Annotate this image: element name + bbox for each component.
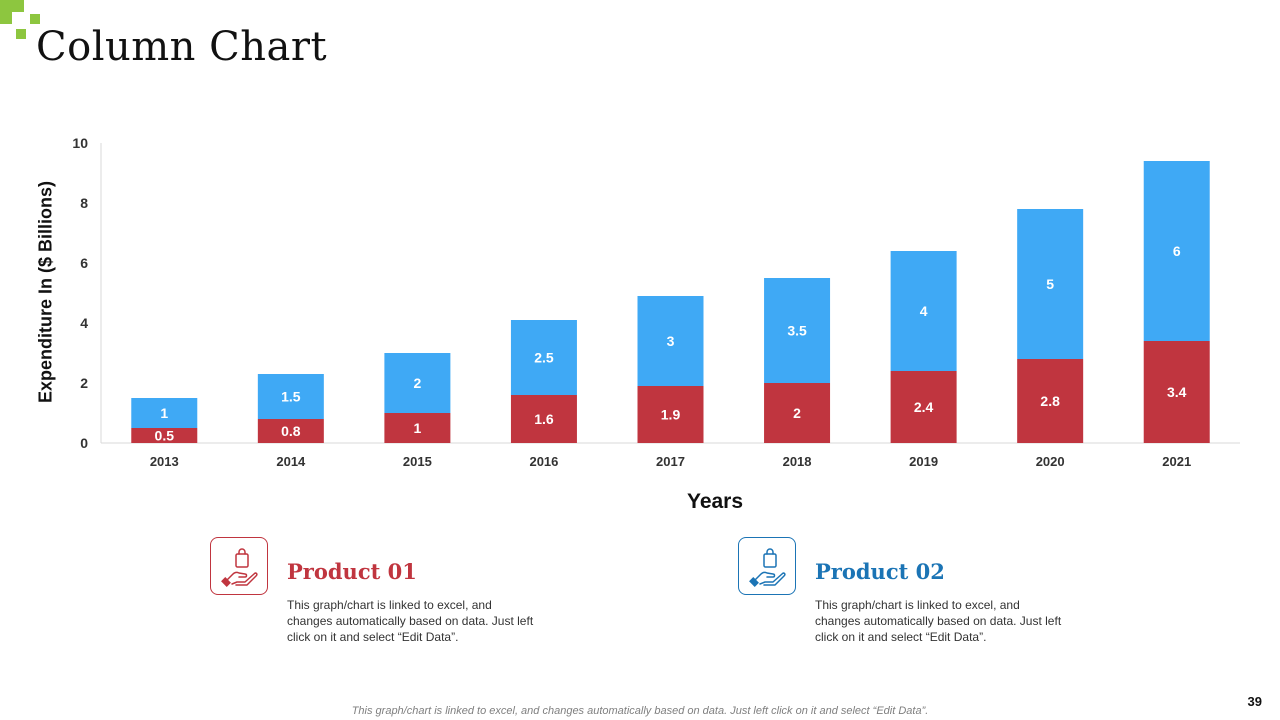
- y-tick-label: 8: [80, 195, 88, 211]
- hand-holding-bag-icon: [221, 548, 258, 587]
- bar-product02-2017: [637, 296, 704, 386]
- data-label: 6: [1173, 243, 1181, 259]
- bar-product02-2021: [1143, 161, 1210, 341]
- bar-product02-2020: [1017, 209, 1084, 359]
- logo-square-1: [0, 0, 24, 12]
- data-label: 3: [667, 333, 675, 349]
- logo-square-4: [16, 29, 26, 39]
- bar-product02-2018: [764, 278, 831, 383]
- bar-product02-2015: [384, 353, 451, 413]
- logo-square-3: [30, 14, 40, 24]
- data-label: 1.9: [661, 407, 681, 423]
- bar-product01-2020: [1017, 359, 1084, 443]
- bar-product01-2015: [384, 413, 451, 443]
- product-01-title: Product 01: [287, 559, 417, 584]
- x-tick-label: 2015: [403, 454, 432, 469]
- data-label: 1.6: [534, 411, 554, 427]
- bar-product02-2014: [257, 374, 324, 419]
- data-label: 1: [413, 420, 421, 436]
- data-label: 0.5: [155, 428, 175, 444]
- x-tick-label: 2021: [1162, 454, 1191, 469]
- data-label: 5: [1046, 276, 1054, 292]
- data-label: 3.5: [787, 323, 807, 339]
- data-label: 0.8: [281, 423, 301, 439]
- y-tick-label: 10: [72, 135, 88, 151]
- x-tick-label: 2018: [783, 454, 812, 469]
- bar-product01-2021: [1143, 341, 1210, 443]
- product-01-icon-box: [210, 537, 268, 595]
- data-label: 2: [413, 375, 421, 391]
- y-tick-label: 2: [80, 375, 88, 391]
- x-tick-label: 2020: [1036, 454, 1065, 469]
- y-axis-title: Expenditure In ($ Billions): [35, 180, 56, 404]
- page-number: 39: [1247, 694, 1262, 709]
- product-01-description: This graph/chart is linked to excel, and…: [287, 598, 534, 644]
- bar-product02-2016: [510, 320, 577, 395]
- data-label: 2.5: [534, 350, 554, 366]
- x-tick-label: 2019: [909, 454, 938, 469]
- data-label: 1: [160, 405, 168, 421]
- x-axis-title: Years: [686, 490, 744, 513]
- data-label: 2.8: [1040, 393, 1060, 409]
- y-tick-label: 6: [80, 255, 88, 271]
- logo-square-2: [0, 12, 12, 24]
- y-tick-label: 0: [80, 435, 88, 451]
- data-label: 2.4: [914, 399, 934, 415]
- x-tick-label: 2014: [276, 454, 306, 469]
- x-tick-label: 2016: [529, 454, 558, 469]
- bar-product02-2013: [131, 398, 198, 428]
- bar-product01-2014: [257, 419, 324, 443]
- x-tick-label: 2017: [656, 454, 685, 469]
- bar-product01-2018: [764, 383, 831, 443]
- bar-product02-2019: [890, 251, 957, 371]
- product-02-title: Product 02: [815, 559, 945, 584]
- bar-product01-2016: [510, 395, 577, 443]
- column-chart[interactable]: 0 2 4 6 8 10 0.5 1 2013 0.8 1.5 2014 1 2 2015 1.6 2.5 201…: [0, 0, 1280, 480]
- bar-product01-2013: [131, 428, 198, 443]
- data-label: 1.5: [281, 389, 301, 405]
- product-02-description: This graph/chart is linked to excel, and…: [815, 598, 1062, 644]
- product-02-icon-box: [738, 537, 796, 595]
- hand-holding-bag-icon: [749, 548, 786, 587]
- page-title: Column Chart: [36, 24, 328, 70]
- x-tick-label: 2013: [150, 454, 179, 469]
- data-label: 3.4: [1167, 384, 1187, 400]
- bar-product01-2019: [890, 371, 957, 443]
- data-label: 4: [920, 303, 928, 319]
- bar-product01-2017: [637, 386, 704, 443]
- y-tick-label: 4: [80, 315, 88, 331]
- data-label: 2: [793, 405, 801, 421]
- footer-note: This graph/chart is linked to excel, and…: [351, 705, 929, 717]
